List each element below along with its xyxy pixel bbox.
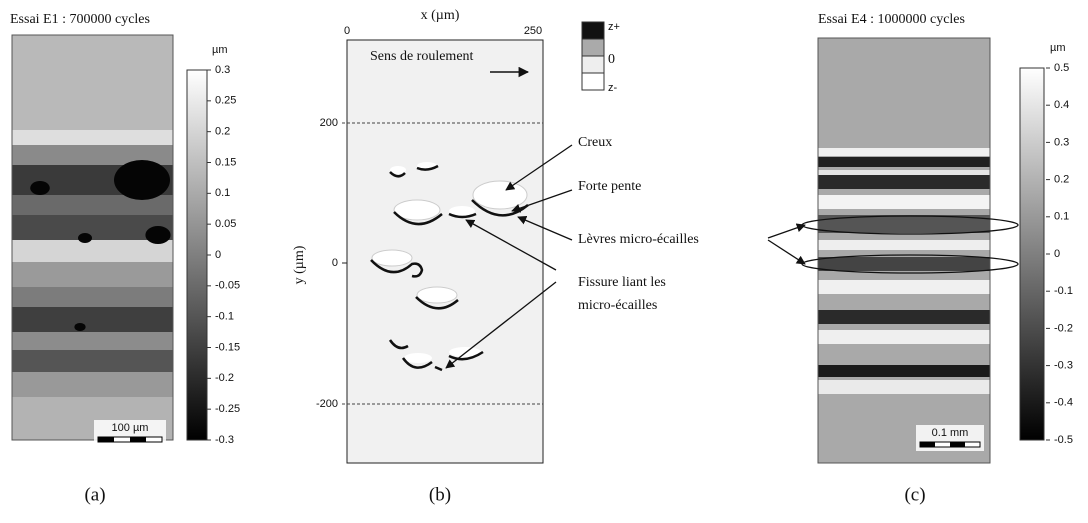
defect bbox=[78, 233, 92, 243]
defect bbox=[30, 181, 50, 195]
stripe bbox=[818, 330, 990, 344]
colorbar bbox=[186, 69, 208, 441]
colorbar-tick-label: -0.4 bbox=[1054, 397, 1073, 409]
highlight-ellipse bbox=[801, 215, 1019, 235]
band bbox=[12, 35, 173, 130]
colorbar-tick-label: -0.05 bbox=[215, 280, 240, 292]
colorbar-unit: µm bbox=[212, 44, 228, 56]
profilometry-image-c bbox=[817, 37, 991, 464]
colorbar-tick-label: 0.5 bbox=[1054, 62, 1069, 74]
panel-title: Essai E4 : 1000000 cycles bbox=[818, 12, 965, 27]
annotation: Fissure liant les bbox=[578, 275, 666, 290]
colorbar-tick-label: 0.15 bbox=[215, 156, 236, 168]
annotation: Lèvres micro-écailles bbox=[578, 232, 699, 247]
x-tick-label: 0 bbox=[344, 25, 350, 37]
caption: (b) bbox=[429, 484, 451, 505]
colorbar-tick-label: -0.15 bbox=[215, 341, 240, 353]
scale-bar-label: 100 µm bbox=[112, 422, 149, 434]
y-axis-label: y (µm) bbox=[292, 245, 307, 284]
band bbox=[12, 307, 173, 332]
stripe bbox=[818, 215, 990, 233]
y-tick-label: 0 bbox=[332, 257, 338, 269]
y-tick-label: -200 bbox=[316, 398, 338, 410]
defect bbox=[145, 226, 171, 244]
colorbar-tick-label: -0.25 bbox=[215, 403, 240, 415]
legend-label: 0 bbox=[608, 52, 615, 67]
colorbar-tick-label: -0.2 bbox=[1054, 322, 1073, 334]
stripe bbox=[818, 257, 990, 271]
band bbox=[12, 287, 173, 307]
stripe bbox=[818, 310, 990, 324]
annotation-arrows bbox=[445, 144, 806, 369]
colorbar-tick-label: 0 bbox=[1054, 248, 1060, 260]
defect bbox=[114, 160, 170, 200]
legend-label: z- bbox=[608, 82, 618, 94]
frame bbox=[817, 37, 991, 464]
band bbox=[12, 195, 173, 215]
band bbox=[12, 145, 173, 165]
colorbar-tick-label: -0.2 bbox=[215, 372, 234, 384]
stripe bbox=[818, 148, 990, 156]
x-tick-label: 250 bbox=[524, 25, 542, 37]
annotation: Creux bbox=[578, 135, 612, 150]
y-tick-label: 200 bbox=[320, 117, 338, 129]
stripe bbox=[818, 195, 990, 209]
colorbar-tick-label: 0.3 bbox=[215, 64, 230, 76]
colorbar-tick-label: -0.1 bbox=[215, 311, 234, 323]
schematic-frame bbox=[346, 39, 544, 464]
colorbar-tick-label: 0.3 bbox=[1054, 136, 1069, 148]
background bbox=[818, 38, 990, 463]
colorbar-tick-label: -0.5 bbox=[1054, 434, 1073, 446]
band bbox=[12, 240, 173, 262]
scale-bar bbox=[919, 441, 981, 448]
stripe bbox=[818, 157, 990, 167]
colorbar-tick-label: 0.2 bbox=[215, 126, 230, 138]
caption: (a) bbox=[84, 484, 105, 505]
scale-bar bbox=[97, 436, 163, 443]
highlight-ellipse bbox=[801, 254, 1019, 274]
colorbar-tick-label: 0.1 bbox=[1054, 211, 1069, 223]
annotation: micro-écailles bbox=[578, 298, 657, 313]
legend-label: z+ bbox=[608, 21, 620, 33]
stripe bbox=[818, 280, 990, 294]
colorbar-tick-label: 0.1 bbox=[215, 187, 230, 199]
band bbox=[12, 332, 173, 350]
stripe bbox=[818, 380, 990, 394]
colorbar-tick-label: 0 bbox=[215, 249, 221, 261]
annotation: Forte pente bbox=[578, 179, 641, 194]
scale-bar-label: 0.1 mm bbox=[932, 427, 969, 439]
colorbar-tick-label: 0.4 bbox=[1054, 99, 1069, 111]
stripe bbox=[818, 175, 990, 189]
band bbox=[12, 350, 173, 372]
colorbar bbox=[1019, 67, 1045, 441]
band bbox=[12, 262, 173, 287]
panel-title: Essai E1 : 700000 cycles bbox=[10, 12, 150, 27]
colorbar-unit: µm bbox=[1050, 42, 1066, 54]
colorbar-tick-label: -0.3 bbox=[1054, 360, 1073, 372]
colorbar-tick-label: 0.25 bbox=[215, 95, 236, 107]
band bbox=[12, 130, 173, 145]
x-axis-label: x (µm) bbox=[421, 8, 460, 23]
legend bbox=[581, 21, 605, 91]
colorbar-tick-label: 0.05 bbox=[215, 218, 236, 230]
colorbar-tick-label: -0.1 bbox=[1054, 285, 1073, 297]
direction-label: Sens de roulement bbox=[370, 49, 474, 64]
stripe bbox=[818, 240, 990, 250]
frame bbox=[11, 34, 174, 441]
defect bbox=[74, 323, 86, 331]
colorbar-tick-label: 0.2 bbox=[1054, 174, 1069, 186]
stripe bbox=[818, 365, 990, 377]
band bbox=[12, 372, 173, 397]
caption: (c) bbox=[904, 484, 925, 505]
colorbar-tick-label: -0.3 bbox=[215, 434, 234, 446]
profilometry-image-a bbox=[11, 34, 174, 441]
